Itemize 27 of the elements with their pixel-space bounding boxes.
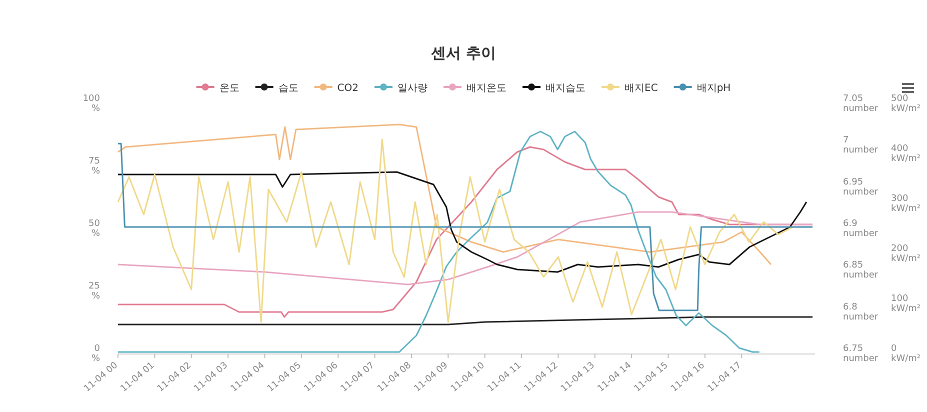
legend-label: 습도 [278, 83, 298, 94]
legend-label: 배지온도 [466, 83, 507, 94]
legend-label: 배지pH [696, 83, 731, 94]
y2-tick-label: 7 number [843, 136, 878, 156]
y-tick-label: 0 % [91, 344, 100, 364]
y3-tick-label: 300 kW/m² [891, 194, 921, 214]
y-tick-label: 75 % [88, 156, 100, 176]
y2-tick-label: 6.9 number [843, 219, 878, 239]
y2-tick-label: 6.75 number [843, 344, 878, 364]
y-tick-label: 100 % [82, 94, 100, 114]
legend-label: 온도 [219, 83, 240, 94]
y3-tick-label: 0 kW/m² [891, 344, 921, 364]
y2-tick-label: 6.85 number [843, 260, 878, 281]
y2-tick-label: 6.8 number [843, 302, 878, 322]
legend-label: 배지EC [624, 83, 658, 94]
legend-label: 일사량 [398, 83, 428, 94]
y2-tick-label: 7.05 number [843, 94, 878, 114]
y2-tick-label: 6.95 number [843, 177, 878, 198]
y-tick-label: 25 % [88, 282, 100, 302]
y3-tick-label: 100 kW/m² [891, 294, 921, 314]
y3-tick-label: 400 kW/m² [891, 144, 921, 164]
y3-tick-label: 500 kW/m² [891, 94, 921, 114]
y3-tick-label: 200 kW/m² [891, 244, 921, 264]
y-tick-label: 50 % [88, 219, 100, 239]
legend-label: 배지습도 [546, 83, 586, 94]
legend-label: CO2 [337, 83, 359, 94]
chart-title: 센서 추이 [430, 44, 496, 62]
